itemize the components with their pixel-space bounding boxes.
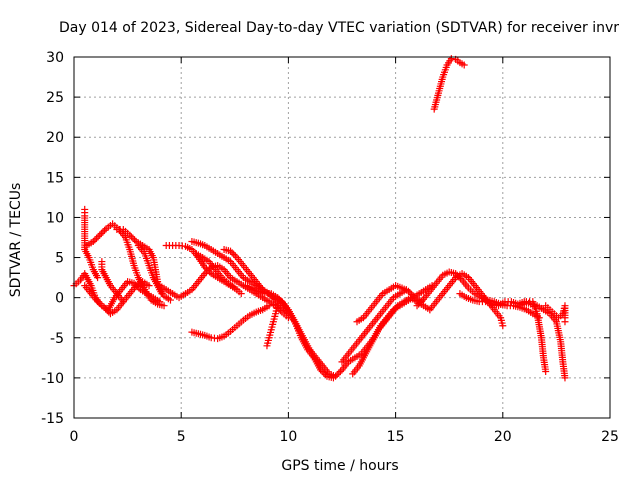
data-point [561, 374, 569, 382]
series-arc-24 [516, 298, 550, 375]
y-tick-label: -15 [41, 411, 64, 427]
x-tick-label: 25 [601, 429, 619, 445]
series-arc-11 [192, 250, 245, 298]
data-point [131, 236, 139, 244]
chart-title: Day 014 of 2023, Sidereal Day-to-day VTE… [59, 20, 619, 36]
data-point [100, 303, 108, 311]
data-point [415, 300, 423, 308]
series-arc-15 [263, 302, 282, 350]
data-point [204, 266, 212, 274]
data-point [416, 298, 424, 306]
y-tick-label: 15 [46, 170, 64, 186]
y-tick-label: 0 [55, 291, 64, 307]
data-point [94, 274, 102, 282]
series-arc-5 [98, 258, 127, 306]
y-tick-label: 25 [46, 90, 64, 106]
data-point [97, 229, 105, 237]
data-point [227, 247, 235, 255]
data-point [230, 250, 238, 258]
data-point [228, 249, 236, 257]
data-point [202, 265, 210, 273]
series-arc-17 [338, 286, 410, 366]
y-tick-label: -10 [41, 371, 64, 387]
data-point [413, 302, 421, 310]
data-point [91, 236, 99, 244]
data-point [102, 305, 110, 313]
y-tick-label: 10 [46, 210, 64, 226]
data-point [336, 367, 344, 375]
series-arc-12 [188, 302, 273, 343]
x-tick-label: 15 [387, 429, 405, 445]
data-point [277, 297, 285, 305]
data-point [418, 297, 426, 305]
y-tick-labels: -15 -10 -5 0 5 10 15 20 25 30 [41, 50, 64, 427]
axis-ticks [73, 56, 611, 419]
y-tick-label: -5 [50, 331, 64, 347]
grid [74, 57, 610, 418]
data-point [404, 287, 412, 295]
series-arc-20 [413, 268, 543, 322]
series-arc-25 [542, 302, 569, 326]
series-arc-23 [456, 290, 569, 382]
data-point [406, 289, 414, 297]
data-point [206, 268, 214, 276]
series-arc-3 [83, 220, 168, 310]
series-arc-22 [430, 55, 468, 113]
data-point [409, 292, 417, 300]
data-point [93, 234, 101, 242]
data-point [231, 252, 239, 260]
x-tick-label: 10 [279, 429, 297, 445]
data-point [145, 282, 153, 290]
data-point [332, 372, 340, 380]
data-point [265, 302, 273, 310]
data-point [275, 295, 283, 303]
y-tick-label: 5 [55, 251, 64, 267]
data-point [160, 302, 168, 310]
data-marks [70, 55, 569, 382]
data-point [166, 296, 174, 304]
data-point [335, 369, 343, 377]
y-tick-label: 30 [46, 50, 64, 66]
plot-frame [73, 56, 611, 419]
data-point [158, 290, 166, 298]
data-point [201, 263, 209, 271]
data-point [408, 290, 416, 298]
x-axis-label: GPS time / hours [281, 458, 398, 474]
data-point [103, 307, 111, 315]
data-point [201, 270, 209, 278]
data-point [542, 367, 550, 375]
data-point [99, 228, 107, 236]
x-tick-label: 5 [177, 429, 186, 445]
data-point [237, 290, 245, 298]
series-arc-19 [353, 282, 425, 326]
x-tick-label: 20 [494, 429, 512, 445]
y-tick-label: 20 [46, 130, 64, 146]
data-point [274, 294, 282, 302]
data-point [460, 61, 468, 69]
data-point [126, 231, 134, 239]
data-point [94, 233, 102, 241]
y-axis-label: SDTVAR / TECUs [8, 183, 24, 298]
data-point [101, 226, 109, 234]
data-point [279, 298, 287, 306]
data-point [274, 302, 282, 310]
data-point [119, 298, 127, 306]
data-point [127, 233, 135, 241]
data-point [293, 322, 301, 330]
x-tick-label: 0 [70, 429, 79, 445]
series-arc-14 [242, 282, 301, 330]
x-tick-labels: 0 5 10 15 20 25 [70, 429, 619, 445]
series-arc-16 [306, 282, 436, 380]
data-point [499, 322, 507, 330]
series-arc-2 [81, 205, 102, 282]
data-point [447, 55, 455, 63]
data-point [129, 234, 137, 242]
data-point [89, 238, 97, 246]
data-point [561, 318, 569, 326]
data-point [96, 231, 104, 239]
data-point [333, 371, 341, 379]
